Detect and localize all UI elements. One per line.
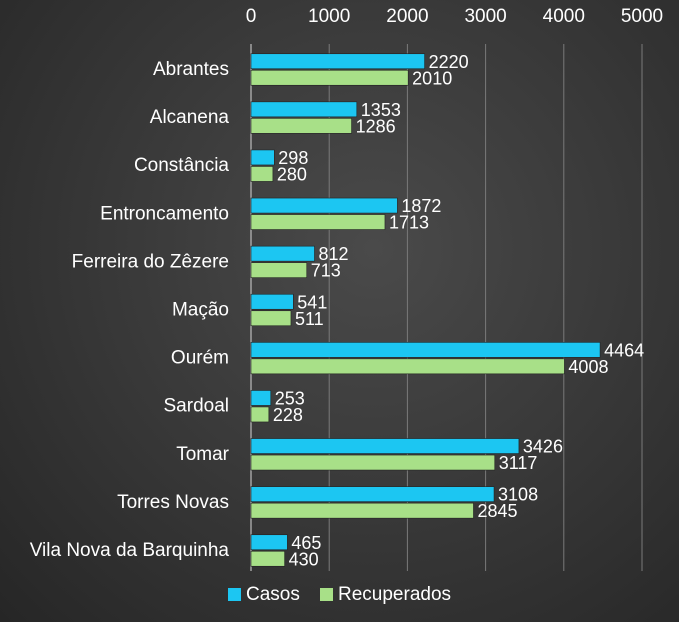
data-label-casos: 1872	[401, 196, 441, 216]
data-label-recuperados: 3117	[499, 453, 538, 473]
data-label-casos: 465	[291, 533, 321, 553]
category-label: Abrantes	[153, 59, 229, 80]
category-label: Mação	[172, 300, 229, 321]
data-label-casos: 4464	[604, 340, 644, 360]
data-label-recuperados: 1286	[356, 116, 396, 136]
data-label-recuperados: 713	[311, 261, 341, 281]
bar-recuperados	[250, 550, 285, 567]
data-label-recuperados: 1713	[389, 213, 429, 233]
category-label: Vila Nova da Barquinha	[30, 540, 230, 561]
bar-casos	[250, 245, 315, 262]
data-label-recuperados: 4008	[568, 357, 608, 377]
bar-casos	[250, 101, 358, 118]
data-label-casos: 3426	[523, 437, 563, 457]
x-axis-ticks: 0 1000 2000 3000 4000 5000	[246, 6, 663, 27]
bar-casos	[250, 197, 398, 214]
legend-swatch-recuperados	[320, 588, 333, 601]
data-label-recuperados: 511	[295, 309, 324, 329]
x-tick-label: 1000	[308, 6, 350, 27]
bar-casos	[250, 438, 520, 454]
legend-swatch-casos	[228, 588, 241, 601]
data-label-recuperados: 2010	[412, 68, 452, 88]
category-label: Ferreira do Zêzere	[72, 251, 229, 272]
category-label: Tomar	[176, 444, 229, 465]
bar-recuperados	[250, 406, 270, 423]
bar-casos	[250, 390, 272, 406]
data-label-recuperados: 430	[289, 549, 319, 569]
data-label-casos: 812	[318, 244, 348, 264]
category-label: Entroncamento	[100, 203, 229, 224]
bar-casos	[250, 293, 294, 310]
data-label-recuperados: 228	[273, 405, 303, 425]
category-label: Sardoal	[164, 396, 230, 417]
x-tick-label: 2000	[386, 6, 428, 27]
category-label: Torres Novas	[117, 492, 229, 513]
data-label-recuperados: 2845	[477, 501, 517, 521]
bar-casos	[250, 534, 288, 551]
category-label: Constância	[134, 155, 229, 176]
bar-recuperados	[250, 214, 386, 230]
legend: Casos Recuperados	[228, 584, 451, 605]
bar-recuperados	[250, 310, 292, 327]
bar-recuperados	[250, 262, 308, 278]
bar-recuperados	[250, 358, 565, 375]
data-label-casos: 298	[278, 148, 308, 168]
bar-recuperados	[250, 118, 352, 134]
bar-recuperados	[250, 454, 496, 471]
data-label-casos: 253	[275, 388, 305, 408]
bar-casos	[250, 342, 601, 358]
data-label-casos: 3108	[498, 485, 538, 505]
x-tick-label: 3000	[464, 6, 506, 27]
bar-recuperados	[250, 502, 474, 519]
x-tick-label: 4000	[543, 6, 585, 27]
legend-label-casos: Casos	[246, 584, 300, 605]
x-tick-label: 0	[246, 6, 257, 27]
bar-casos	[250, 149, 275, 166]
data-label-recuperados: 280	[277, 164, 307, 184]
data-label-casos: 541	[297, 292, 327, 312]
category-label: Alcanena	[150, 107, 230, 128]
legend-label-recuperados: Recuperados	[338, 584, 451, 605]
bar-recuperados	[250, 166, 274, 182]
bar-recuperados	[250, 69, 409, 86]
category-label: Ourém	[171, 348, 229, 369]
x-tick-label: 5000	[621, 6, 663, 27]
data-label-casos: 1353	[361, 100, 401, 120]
bar-casos	[250, 486, 495, 502]
bar-casos	[250, 53, 425, 70]
category-labels: Abrantes Alcanena Constância Entroncamento F…	[30, 59, 230, 561]
data-label-casos: 2220	[429, 52, 469, 72]
